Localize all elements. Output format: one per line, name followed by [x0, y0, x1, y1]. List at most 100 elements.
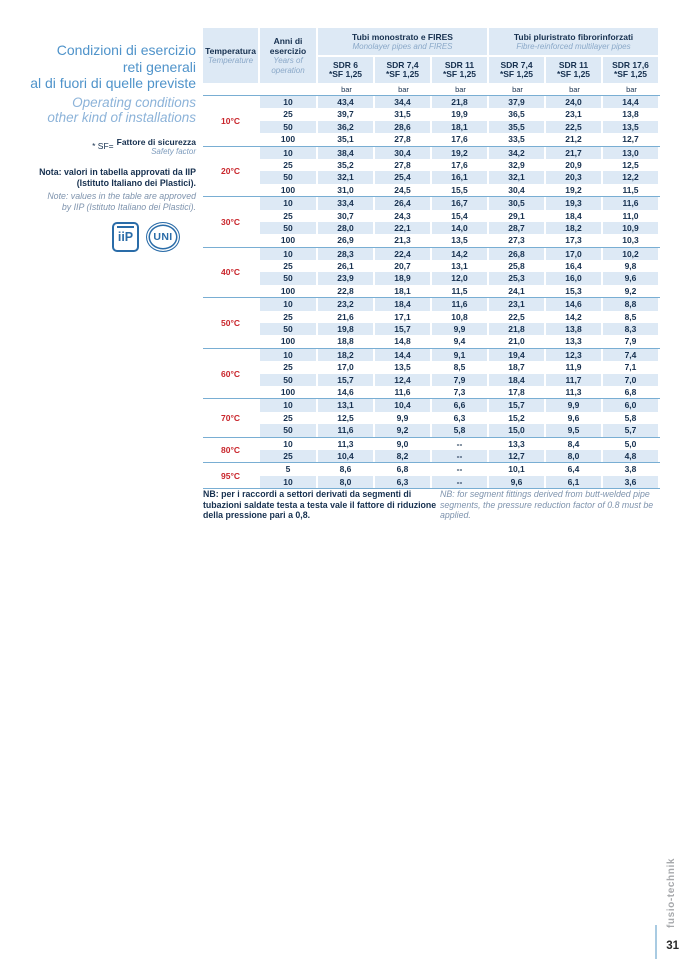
pressure-value-cell: 26,4 [375, 197, 432, 210]
years-cell: 50 [260, 120, 318, 134]
pressure-value-cell: 28,0 [318, 221, 375, 235]
pressure-value-cell: 14,4 [375, 348, 432, 362]
table-row: 25 10,4 8,2 -- 12,7 8,0 4,8 [260, 449, 660, 463]
pressure-value-cell: 16,7 [432, 197, 489, 210]
pressure-value-cell: 25,8 [489, 260, 546, 273]
pressure-value-cell: 33,4 [318, 197, 375, 210]
pressure-value-cell: 18,1 [375, 284, 432, 298]
pressure-value-cell: 25,4 [375, 171, 432, 184]
pressure-value-cell: 7,1 [603, 361, 660, 374]
pressure-value-cell: 12,3 [546, 348, 603, 362]
pressure-value-cell: 17,0 [546, 247, 603, 261]
pressure-value-cell: 29,1 [489, 209, 546, 222]
years-cell: 50 [260, 171, 318, 184]
pressure-value-cell: 34,2 [489, 146, 546, 159]
unit-label: bar [341, 84, 352, 94]
pressure-value-cell: 3,6 [603, 475, 660, 489]
pressure-value-cell: 21,2 [546, 133, 603, 146]
header-sdr-column: SDR 7,4 *SF 1,25 [375, 57, 432, 83]
pressure-value-cell: 39,7 [318, 108, 375, 121]
years-cell: 50 [260, 221, 318, 235]
approval-note-en: Note: values in the table are approved b… [47, 191, 196, 212]
pressure-value-cell: 23,1 [489, 298, 546, 311]
pressure-value-cell: 18,2 [546, 221, 603, 235]
temperature-group: 40°C 10 28,3 22,4 14,2 26,8 17,0 10,2 25 26,1 20,7… [203, 246, 660, 298]
pressure-value-cell: 8,0 [318, 475, 375, 489]
pressure-value-cell: 9,2 [375, 424, 432, 437]
table-row: 10 28,3 22,4 14,2 26,8 17,0 10,2 [260, 247, 660, 261]
pressure-value-cell: 6,8 [603, 385, 660, 399]
years-cell: 25 [260, 260, 318, 273]
table-row: 50 36,2 28,6 18,1 35,5 22,5 13,5 [260, 120, 660, 134]
iip-logo: iiP [112, 222, 139, 252]
sf-label-en: Safety factor [151, 146, 196, 156]
pressure-value-cell: 19,2 [546, 183, 603, 197]
pressure-value-cell: 38,4 [318, 146, 375, 159]
pressure-value-cell: 13,3 [546, 335, 603, 348]
pressure-value-cell: 5,0 [603, 437, 660, 450]
pressure-value-cell: 23,1 [546, 108, 603, 121]
header-sdr-column: SDR 11 *SF 1,25 [432, 57, 489, 83]
years-cell: 10 [260, 475, 318, 489]
table-row: 10 38,4 30,4 19,2 34,2 21,7 13,0 [260, 146, 660, 159]
temperature-label: 70°C [203, 399, 260, 437]
pressure-value-cell: 10,9 [603, 221, 660, 235]
pressure-value-cell: 11,3 [318, 437, 375, 450]
table-body: 10°C 10 43,4 34,4 21,8 37,9 24,0 14,4 25 39,7 31,5… [203, 95, 660, 490]
header-group-monolayer: Tubi monostrato e FIRES Monolayer pipes … [318, 28, 489, 55]
pressure-value-cell: 8,6 [318, 463, 375, 476]
pressure-value-cell: 17,3 [546, 234, 603, 247]
page-title: Condizioni di esercizio reti generali al… [8, 42, 196, 92]
group1-it: Tubi monostrato e FIRES [352, 31, 453, 42]
header-sdr-column: SDR 17,6 *SF 1,25 [603, 57, 660, 83]
pressure-value-cell: 11,7 [546, 373, 603, 386]
pressure-value-cell: 15,7 [318, 373, 375, 386]
page-number: 31 [666, 940, 679, 952]
pressure-value-cell: 20,3 [546, 171, 603, 184]
pressure-value-cell: 7,9 [603, 335, 660, 348]
pressure-value-cell: 9,9 [546, 399, 603, 412]
subtitle-line: other kind of installations [47, 110, 196, 125]
sf-labels: Fattore di sicurezza Safety factor [117, 137, 196, 157]
pressure-value-cell: 12,0 [432, 272, 489, 285]
pressure-value-cell: 43,4 [318, 96, 375, 109]
pressure-value-cell: -- [432, 449, 489, 463]
pressure-value-cell: 12,5 [603, 158, 660, 172]
pressure-value-cell: 8,0 [546, 449, 603, 463]
pressure-value-cell: 26,8 [489, 247, 546, 261]
pressure-value-cell: 13,5 [432, 234, 489, 247]
temperature-label: 60°C [203, 348, 260, 399]
years-cell: 100 [260, 183, 318, 197]
pressure-value-cell: 22,5 [546, 120, 603, 134]
pressure-value-cell: 13,3 [489, 437, 546, 450]
pressure-value-cell: 21,8 [432, 96, 489, 109]
temperature-group: 95°C 5 8,6 6,8 -- 10,1 6,4 3,8 10 8,0 6,3 -- 9,6 6,1 3… [203, 462, 660, 489]
table-header: Temperatura Temperature Anni di esercizi… [203, 28, 660, 83]
years-cell: 50 [260, 323, 318, 336]
table-row: 50 23,9 18,9 12,0 25,3 16,0 9,6 [260, 272, 660, 285]
pressure-value-cell: 11,6 [318, 424, 375, 437]
years-cell: 50 [260, 272, 318, 285]
pressure-value-cell: 36,2 [318, 120, 375, 134]
years-cell: 10 [260, 399, 318, 412]
pressure-value-cell: 15,7 [375, 323, 432, 336]
pressure-value-cell: 28,6 [375, 120, 432, 134]
pressure-value-cell: 24,1 [489, 284, 546, 298]
pressure-value-cell: 13,8 [603, 108, 660, 121]
table-row: 10 8,0 6,3 -- 9,6 6,1 3,6 [260, 475, 660, 489]
years-cell: 5 [260, 463, 318, 476]
temperature-group: 70°C 10 13,1 10,4 6,6 15,7 9,9 6,0 25 12,5 9,9 6,3 1… [203, 398, 660, 437]
pressure-value-cell: 24,5 [375, 183, 432, 197]
pressure-value-cell: 36,5 [489, 108, 546, 121]
pressure-value-cell: 11,0 [603, 209, 660, 222]
pressure-value-cell: 5,7 [603, 424, 660, 437]
header-years-it: Anni di esercizio [269, 36, 307, 56]
pressure-value-cell: 13,0 [603, 146, 660, 159]
years-cell: 10 [260, 197, 318, 210]
temperature-group: 50°C 10 23,2 18,4 11,6 23,1 14,6 8,8 25 21,6 17,1 1… [203, 297, 660, 348]
unit-label: bar [569, 84, 580, 94]
group2-it: Tubi pluristrato fibrorinforzati [513, 31, 634, 42]
pressure-value-cell: 35,5 [489, 120, 546, 134]
temperature-label: 30°C [203, 197, 260, 247]
